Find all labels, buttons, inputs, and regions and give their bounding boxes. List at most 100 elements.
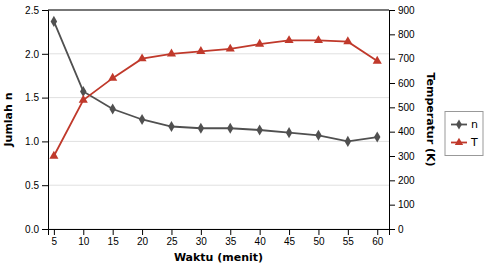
tick-label: 55 [343,236,355,247]
marker [373,56,382,64]
tick-mark [389,59,395,60]
tick-mark [42,10,48,11]
tick-mark [389,10,395,11]
tick: 0.0 [25,224,48,235]
tick-mark [83,229,84,235]
tick: 20 [137,229,149,247]
tick: 45 [284,229,296,247]
tick-mark [377,229,378,235]
legend-item: n [451,118,478,131]
marker [343,36,352,44]
tick: 60 [372,229,384,247]
tick-label: 400 [398,126,415,137]
x-axis: 51015202530354045505560 [49,229,390,247]
tick-label: 40 [255,236,267,247]
tick: 700 [389,53,415,64]
tick: 30 [196,229,208,247]
y2-axis-title: Temperatur (K) [424,72,437,166]
series-line [54,21,377,141]
marker [79,95,88,103]
tick: 15 [108,229,120,247]
marker [49,151,58,159]
tick-mark [201,229,202,235]
marker [167,49,176,57]
tick: 100 [389,199,415,210]
marker [51,16,57,27]
marker [226,44,235,52]
tick-label: 50 [313,236,325,247]
tick-label: 1.5 [25,92,39,103]
tick-label: 2.0 [25,49,39,60]
tick: 35 [225,229,237,247]
tick-label: 20 [137,236,149,247]
tick-label: 1.0 [25,136,39,147]
tick: 400 [389,126,415,137]
marker [108,73,117,81]
x-axis-title: Waktu (menit) [174,251,263,264]
tick: 5 [52,229,58,247]
tick: 200 [389,175,415,186]
tick-mark [113,229,114,235]
tick-label: 800 [398,29,415,40]
legend-frame [445,112,483,156]
legend: nT [445,112,483,156]
marker [255,39,264,47]
tick-label: 25 [166,236,178,247]
tick-mark [230,229,231,235]
tick: 40 [255,229,267,247]
tick-label: 45 [284,236,296,247]
tick-mark [42,141,48,142]
tick: 600 [389,78,415,89]
marker [345,136,351,147]
tick: 50 [313,229,325,247]
grid-line [48,10,389,11]
marks [49,16,381,159]
tick: 0 [389,224,404,235]
tick-label: 300 [398,151,415,162]
grid-line [48,185,389,186]
tick-mark [389,83,395,84]
chart: 510152025303540455055600.00.51.01.52.02.… [0,0,487,267]
tick-mark [42,229,48,230]
tick-mark [42,54,48,55]
tick-mark [54,229,55,235]
grid [48,10,389,229]
grid-line [48,53,389,54]
grid-line [48,97,389,98]
tick-mark [389,156,395,157]
marker [168,121,174,132]
tick: 55 [343,229,355,247]
marker [256,124,262,135]
axis-line [42,11,49,230]
tick-mark [260,229,261,235]
tick-label: 0.0 [25,224,39,235]
tick-mark [42,98,48,99]
tick: 300 [389,151,415,162]
tick-label: 30 [196,236,208,247]
marker [286,127,292,138]
tick-mark [389,229,395,230]
tick-mark [289,229,290,235]
tick-label: 5 [52,236,58,247]
series-line [54,40,377,156]
tick-label: 500 [398,102,415,113]
legend-marker [456,119,462,129]
tick-mark [389,132,395,133]
tick-label: 60 [372,236,384,247]
marker [196,46,205,54]
tick: 500 [389,102,415,113]
tick-mark [389,180,395,181]
tick-label: 2.5 [25,5,39,16]
plot: 510152025303540455055600.00.51.01.52.02.… [2,5,437,264]
tick-mark [389,205,395,206]
tick-label: 200 [398,175,415,186]
frame-line [48,10,389,11]
legend-marker [455,138,463,145]
tick-mark [171,229,172,235]
tick: 900 [389,5,415,16]
tick-mark [42,185,48,186]
y-axis: 0.00.51.01.52.02.5 [25,5,48,235]
marker [138,53,147,61]
y-axis-title: Jumlah n [2,92,15,147]
axis-line [390,11,396,230]
